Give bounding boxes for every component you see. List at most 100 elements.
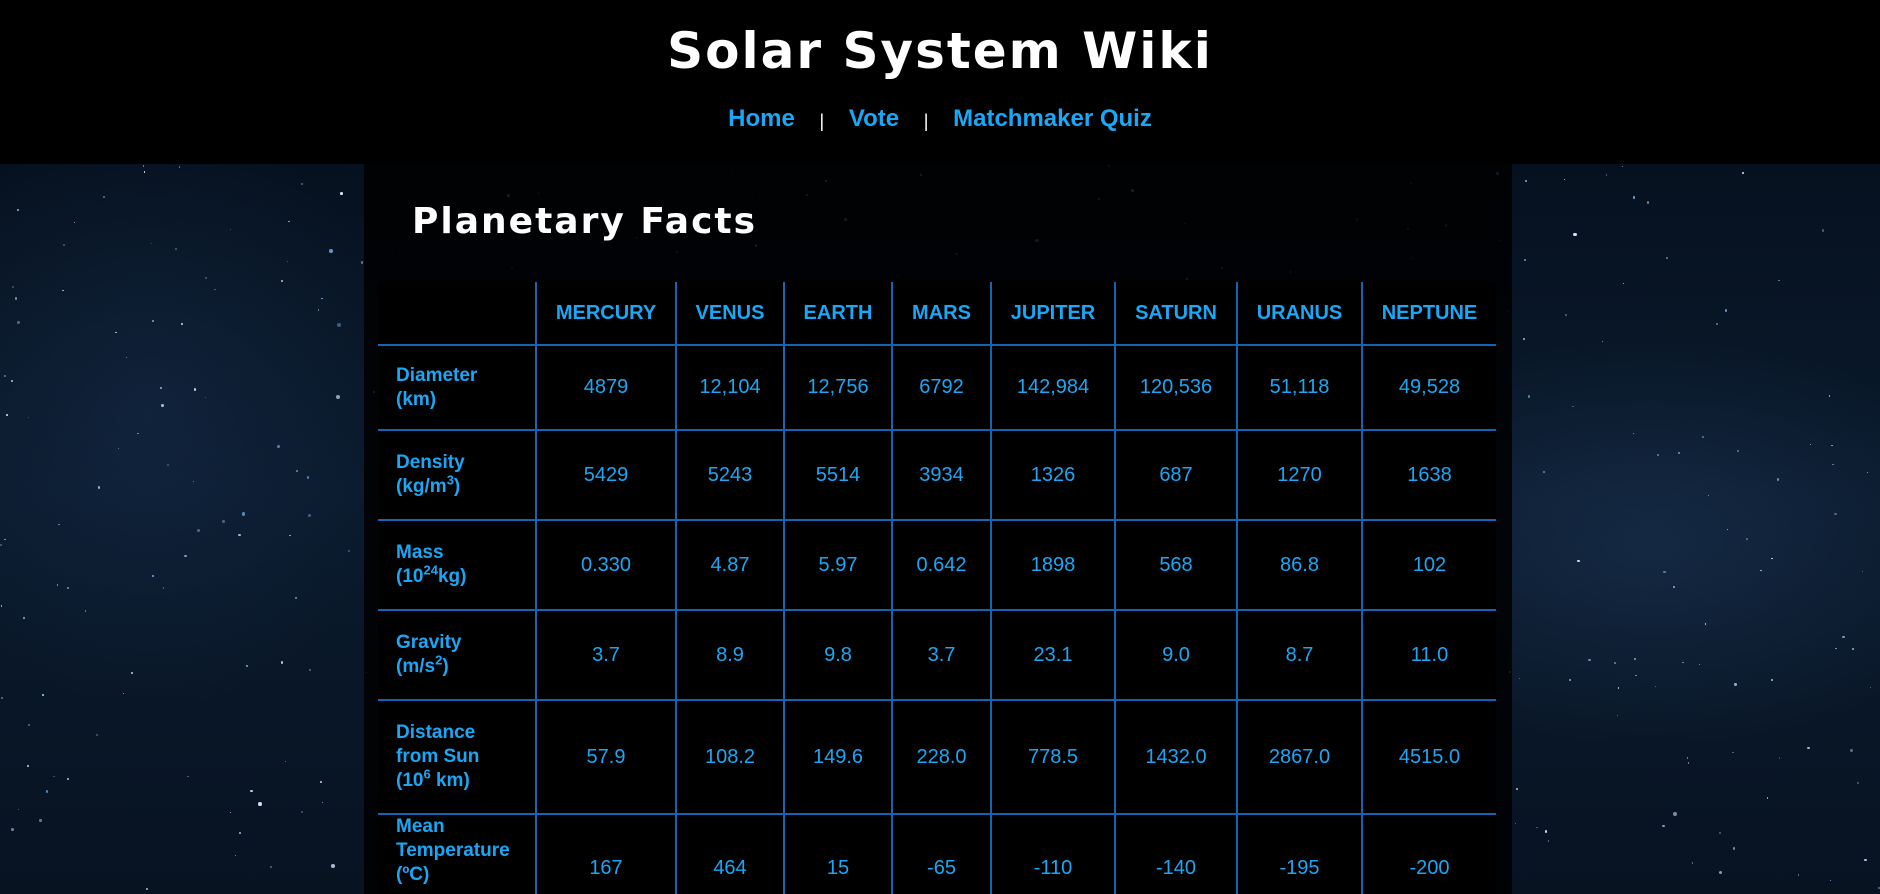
star [103, 196, 105, 198]
star [1673, 586, 1676, 589]
star [360, 261, 363, 264]
nav-home-link[interactable]: Home [728, 105, 795, 132]
table-cell: -65 [891, 813, 992, 894]
star [238, 831, 241, 834]
star [1543, 470, 1546, 474]
star [1704, 623, 1707, 626]
star [1732, 847, 1735, 850]
planetary-facts-table: MERCURY VENUS EARTH MARS JUPITER SATURN … [378, 282, 1496, 894]
star [1564, 178, 1566, 181]
star [26, 764, 30, 767]
nav-separator: | [819, 111, 825, 131]
nav-vote-link[interactable]: Vote [848, 105, 900, 132]
star [1724, 309, 1727, 312]
row-label-unit-end: ) [442, 656, 449, 677]
table-cell: 12,104 [675, 344, 785, 431]
star [1523, 338, 1526, 340]
row-label-unit: (ºC) [396, 864, 430, 885]
column-header: URANUS [1236, 282, 1363, 346]
star [0, 697, 3, 700]
star [300, 811, 303, 814]
table-row: Mass (1024kg) 0.330 4.87 5.97 0.642 1898 … [378, 519, 1496, 611]
star [1770, 557, 1773, 560]
star [1797, 873, 1800, 876]
star [174, 248, 177, 251]
row-label-line: Density [396, 452, 465, 473]
star [1565, 313, 1568, 316]
star [1741, 172, 1744, 175]
star [74, 221, 76, 223]
star [204, 397, 206, 399]
table-cell: 86.8 [1236, 519, 1363, 611]
star [280, 280, 283, 283]
table-cell: 5.97 [783, 519, 893, 611]
star [222, 520, 225, 523]
table-cell: 4.87 [675, 519, 785, 611]
star [1842, 636, 1845, 639]
column-header: JUPITER [990, 282, 1116, 346]
star [1834, 513, 1837, 516]
star [1877, 887, 1880, 890]
star [1691, 862, 1694, 864]
star [1681, 661, 1684, 664]
table-row: Gravity (m/s2) 3.7 8.9 9.8 3.7 23.1 9.0 8… [378, 609, 1496, 701]
table-cell: -200 [1361, 813, 1496, 894]
star [1568, 679, 1571, 682]
star [1536, 826, 1538, 829]
star [1807, 747, 1810, 750]
star [1737, 450, 1740, 453]
column-header: NEPTUNE [1361, 282, 1496, 346]
table-cell: 5243 [675, 429, 785, 521]
star [95, 734, 99, 737]
table-cell: 1432.0 [1114, 699, 1238, 815]
table-cell: 1638 [1361, 429, 1496, 521]
nav-matchmaker-quiz-link[interactable]: Matchmaker Quiz [953, 105, 1152, 132]
star [1519, 678, 1521, 680]
row-label-unit-end: km) [430, 770, 470, 791]
star [321, 801, 324, 804]
star [1622, 282, 1625, 285]
star [1545, 830, 1548, 833]
table-cell: 4879 [535, 344, 677, 431]
table-cell: 11.0 [1361, 609, 1496, 701]
star [62, 289, 64, 292]
star [1829, 879, 1831, 882]
star [1869, 686, 1871, 688]
star [178, 166, 181, 168]
row-label-unit: (kg/m [396, 476, 447, 497]
star [1864, 858, 1867, 861]
table-cell: 687 [1114, 429, 1238, 521]
row-label-line: (km) [396, 388, 437, 410]
table-cell: -195 [1236, 813, 1363, 894]
table-cell: 2867.0 [1236, 699, 1363, 815]
star [284, 760, 287, 763]
star [307, 513, 311, 517]
star [1822, 229, 1825, 232]
star [4, 374, 7, 377]
star [11, 285, 14, 288]
star [122, 692, 125, 695]
star [197, 529, 200, 532]
table-cell: 778.5 [990, 699, 1116, 815]
row-label-unit: (m/s [396, 656, 436, 677]
star [150, 242, 152, 244]
star [193, 388, 197, 391]
star [1632, 196, 1636, 199]
table-cell: 0.330 [535, 519, 677, 611]
row-label-line: Temperature [396, 840, 510, 861]
star [1662, 824, 1665, 828]
star [1654, 685, 1657, 688]
star [276, 444, 281, 449]
star [56, 584, 58, 586]
star [17, 808, 20, 811]
star [1766, 797, 1769, 799]
content-panel: Planetary Facts MERCURY VENUS EARTH [364, 164, 1512, 894]
row-label-line: from Sun [396, 746, 480, 767]
star [1778, 757, 1781, 759]
table-cell: 3934 [891, 429, 992, 521]
table-header-row: MERCURY VENUS EARTH MARS JUPITER SATURN … [378, 282, 1496, 346]
row-label-exponent: 24 [423, 562, 438, 578]
star [1617, 686, 1620, 689]
table-cell: 3.7 [535, 609, 677, 701]
